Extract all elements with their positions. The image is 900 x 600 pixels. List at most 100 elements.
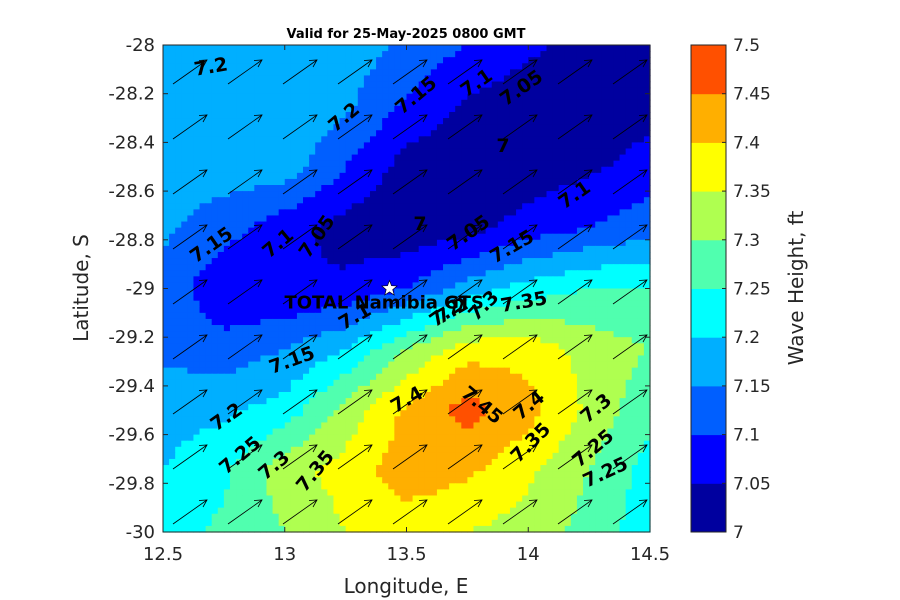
contour-cell (163, 124, 170, 131)
contour-cell (236, 404, 243, 411)
contour-cell (443, 318, 450, 326)
contour-cell (345, 300, 353, 308)
contour-cell (430, 379, 438, 387)
contour-cell (248, 124, 255, 131)
contour-cell (479, 276, 487, 284)
contour-cell (400, 118, 408, 125)
contour-cell (497, 331, 505, 338)
contour-cell (424, 209, 432, 217)
contour-cell (576, 276, 584, 284)
contour-cell (564, 361, 572, 369)
contour-cell (193, 258, 201, 265)
contour-cell (242, 373, 249, 381)
contour-cell (467, 185, 475, 192)
contour-cell (327, 221, 335, 229)
contour-cell (406, 160, 414, 168)
contour-cell (309, 379, 316, 387)
contour-cell (315, 270, 322, 277)
contour-cell (528, 215, 535, 223)
contour-cell (327, 251, 335, 259)
contour-cell (534, 93, 542, 101)
contour-cell (540, 379, 548, 387)
contour-cell (595, 312, 602, 320)
contour-cell (497, 404, 505, 411)
contour-cell (394, 203, 402, 210)
contour-cell (400, 361, 408, 369)
contour-cell (223, 416, 231, 424)
contour-cell (357, 172, 365, 180)
contour-cell (534, 233, 542, 241)
contour-cell (540, 410, 548, 417)
contour-cell (290, 87, 298, 95)
contour-cell (467, 282, 475, 290)
contour-cell (175, 130, 182, 137)
contour-cell (296, 416, 304, 424)
contour-cell (242, 391, 249, 399)
contour-cell (625, 160, 633, 168)
contour-cell (583, 124, 590, 131)
contour-cell (321, 221, 328, 229)
contour-cell (412, 391, 420, 399)
contour-cell (430, 312, 438, 320)
contour-cell (449, 166, 456, 174)
contour-cell (187, 416, 195, 424)
contour-cell (290, 385, 298, 393)
contour-cell (211, 172, 219, 180)
contour-cell (236, 51, 243, 58)
contour-cell (552, 349, 560, 357)
contour-cell (546, 221, 554, 229)
contour-cell (357, 111, 365, 119)
contour-cell (461, 191, 468, 198)
contour-cell (461, 306, 468, 314)
contour-cell (217, 93, 225, 101)
contour-cell (223, 264, 231, 271)
contour-cell (315, 373, 322, 381)
contour-cell (430, 209, 438, 217)
contour-cell (552, 355, 560, 363)
contour-cell (637, 209, 645, 217)
contour-cell (248, 245, 255, 253)
contour-cell (382, 355, 389, 363)
contour-cell (333, 191, 341, 198)
contour-cell (637, 349, 645, 357)
contour-cell (601, 233, 608, 241)
contour-cell (296, 245, 304, 253)
contour-cell (516, 227, 523, 235)
contour-cell (248, 148, 255, 156)
contour-cell (278, 172, 286, 180)
contour-cell (564, 258, 572, 265)
contour-cell (229, 385, 237, 393)
contour-cell (406, 282, 414, 290)
contour-cell (199, 45, 207, 52)
contour-cell (564, 379, 572, 387)
contour-cell (357, 160, 365, 168)
contour-cell (376, 69, 383, 77)
contour-cell (552, 215, 560, 223)
contour-cell (607, 215, 615, 223)
contour-cell (236, 251, 243, 259)
contour-cell (217, 398, 225, 405)
contour-cell (254, 191, 261, 198)
contour-cell (205, 300, 213, 308)
contour-cell (357, 385, 365, 393)
contour-cell (388, 99, 395, 107)
contour-cell (248, 136, 255, 143)
contour-cell (631, 385, 639, 393)
contour-cell (443, 118, 450, 125)
contour-cell (272, 166, 280, 174)
contour-cell (205, 367, 213, 375)
contour-cell (309, 349, 316, 357)
contour-cell (321, 251, 328, 259)
contour-cell (412, 93, 420, 101)
contour-cell (528, 251, 535, 259)
contour-cell (467, 355, 475, 363)
contour-cell (321, 99, 328, 107)
contour-cell (175, 166, 182, 174)
contour-cell (516, 105, 523, 113)
contour-cell (382, 111, 389, 119)
contour-cell (278, 209, 286, 217)
contour-cell (601, 306, 608, 314)
contour-cell (479, 99, 487, 107)
contour-cell (491, 69, 499, 77)
contour-cell (583, 300, 590, 308)
